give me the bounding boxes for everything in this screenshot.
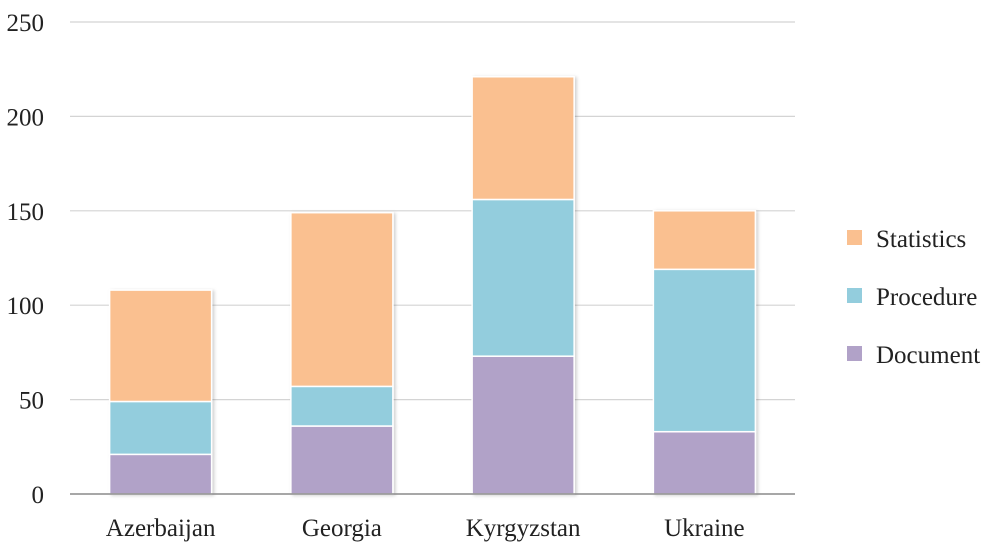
bar-stack-kyrgyzstan — [471, 76, 575, 495]
bar-segment-document — [471, 355, 575, 495]
bar-segment-statistics — [652, 210, 757, 271]
y-tick-label: 0 — [32, 482, 45, 509]
y-tick-label: 250 — [7, 10, 45, 37]
y-tick-label: 50 — [19, 388, 44, 415]
legend-swatch — [847, 288, 862, 303]
bar-segment-procedure — [108, 400, 213, 456]
bar-segment-document — [290, 425, 394, 495]
legend-item-procedure: Procedure — [847, 284, 977, 311]
x-tick-label: Azerbaijan — [106, 515, 216, 542]
bar-stack-ukraine — [652, 210, 757, 495]
legend-item-document: Document — [847, 342, 980, 369]
bar-segment-statistics — [108, 289, 213, 403]
bar-segment-statistics — [290, 211, 394, 388]
bar-segment-document — [652, 430, 757, 495]
bar-segment-procedure — [471, 198, 575, 357]
bar-segment-statistics — [471, 76, 575, 201]
x-tick-label: Ukraine — [664, 515, 745, 542]
legend-label: Statistics — [876, 226, 966, 253]
bar-segment-document — [108, 453, 213, 495]
legend-swatch — [847, 346, 862, 361]
y-tick-label: 150 — [7, 199, 45, 226]
bar-segment-procedure — [290, 385, 394, 427]
x-tick-label: Georgia — [302, 515, 382, 542]
legend-item-statistics: Statistics — [847, 226, 966, 253]
bar-stack-azerbaijan — [108, 289, 213, 495]
legend-label: Document — [876, 342, 980, 369]
bars — [108, 76, 757, 495]
legend-label: Procedure — [876, 284, 977, 311]
legend-swatch — [847, 230, 862, 245]
axes: 0 50 100 150 200 250 Azerbaijan Georgia Kyrgyzst… — [7, 10, 795, 542]
bar-segment-procedure — [652, 268, 757, 433]
y-tick-label: 100 — [7, 293, 45, 320]
y-tick-label: 200 — [7, 104, 45, 131]
bar-stack-georgia — [290, 211, 394, 495]
x-tick-label: Kyrgyzstan — [466, 515, 581, 542]
legend: Statistics Procedure Document — [847, 226, 980, 369]
